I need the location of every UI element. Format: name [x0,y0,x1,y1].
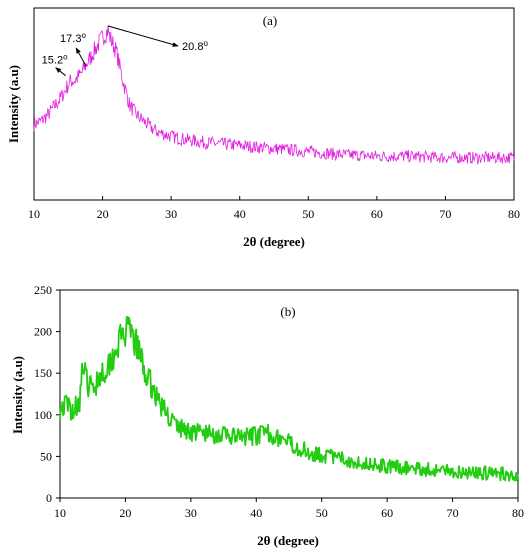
plot-frame-a [33,7,515,201]
x-tick-label: 60 [371,207,383,221]
x-tick-label: 80 [512,506,524,520]
peak-label: 20.8o [182,39,208,53]
x-tick-label: 80 [508,207,520,221]
ticks-b: 10 20 30 40 50 60 70 80 0 50 100 150 200 250 [34,283,524,520]
x-tick-label: 20 [97,207,109,221]
series-a [33,25,515,166]
x-tick-label: 10 [28,207,40,221]
x-axis-label-b: 2θ (degree) [257,533,319,548]
panel-b: (b) 10 20 30 40 50 60 70 80 0 50 100 150 200 250 2θ (… [10,283,524,548]
y-axis-label-b: Intensity (a.u) [10,356,25,434]
panel-a: (a) 10 20 30 40 50 60 70 80 2θ (degree) Intensi… [6,7,520,249]
peak-label: 15.2o [42,53,68,67]
y-tick-label: 200 [34,325,52,339]
panel-label-a: (a) [263,13,277,28]
x-ticks-a: 10 20 30 40 50 60 70 80 [28,196,520,221]
plot-frame-b [59,289,519,499]
peak-annotations: 15.2o 17.3o 20.8o [42,25,208,77]
xrd-line-a [33,25,515,166]
peak-label: 17.3o [60,31,86,45]
x-axis-label-a: 2θ (degree) [243,234,305,249]
annotation-arrow [55,67,66,77]
x-tick-label: 50 [302,207,314,221]
y-tick-label: 250 [34,283,52,297]
x-tick-label: 30 [165,207,177,221]
x-tick-label: 70 [447,506,459,520]
x-tick-label: 70 [439,207,451,221]
x-tick-label: 10 [54,506,66,520]
x-tick-label: 40 [234,207,246,221]
x-tick-label: 20 [119,506,131,520]
annotation-arrow [75,47,87,67]
x-tick-label: 40 [250,506,262,520]
y-tick-label: 150 [34,366,52,380]
y-tick-label: 50 [40,449,52,463]
series-b [59,315,519,482]
x-tick-label: 30 [185,506,197,520]
annotation-arrow [107,25,179,47]
y-axis-label-a: Intensity (a.u) [6,65,21,143]
x-tick-label: 60 [381,506,393,520]
y-tick-label: 0 [46,491,52,505]
xrd-line-b [59,315,519,482]
y-tick-label: 100 [34,408,52,422]
x-tick-label: 50 [316,506,328,520]
panel-label-b: (b) [280,304,295,319]
